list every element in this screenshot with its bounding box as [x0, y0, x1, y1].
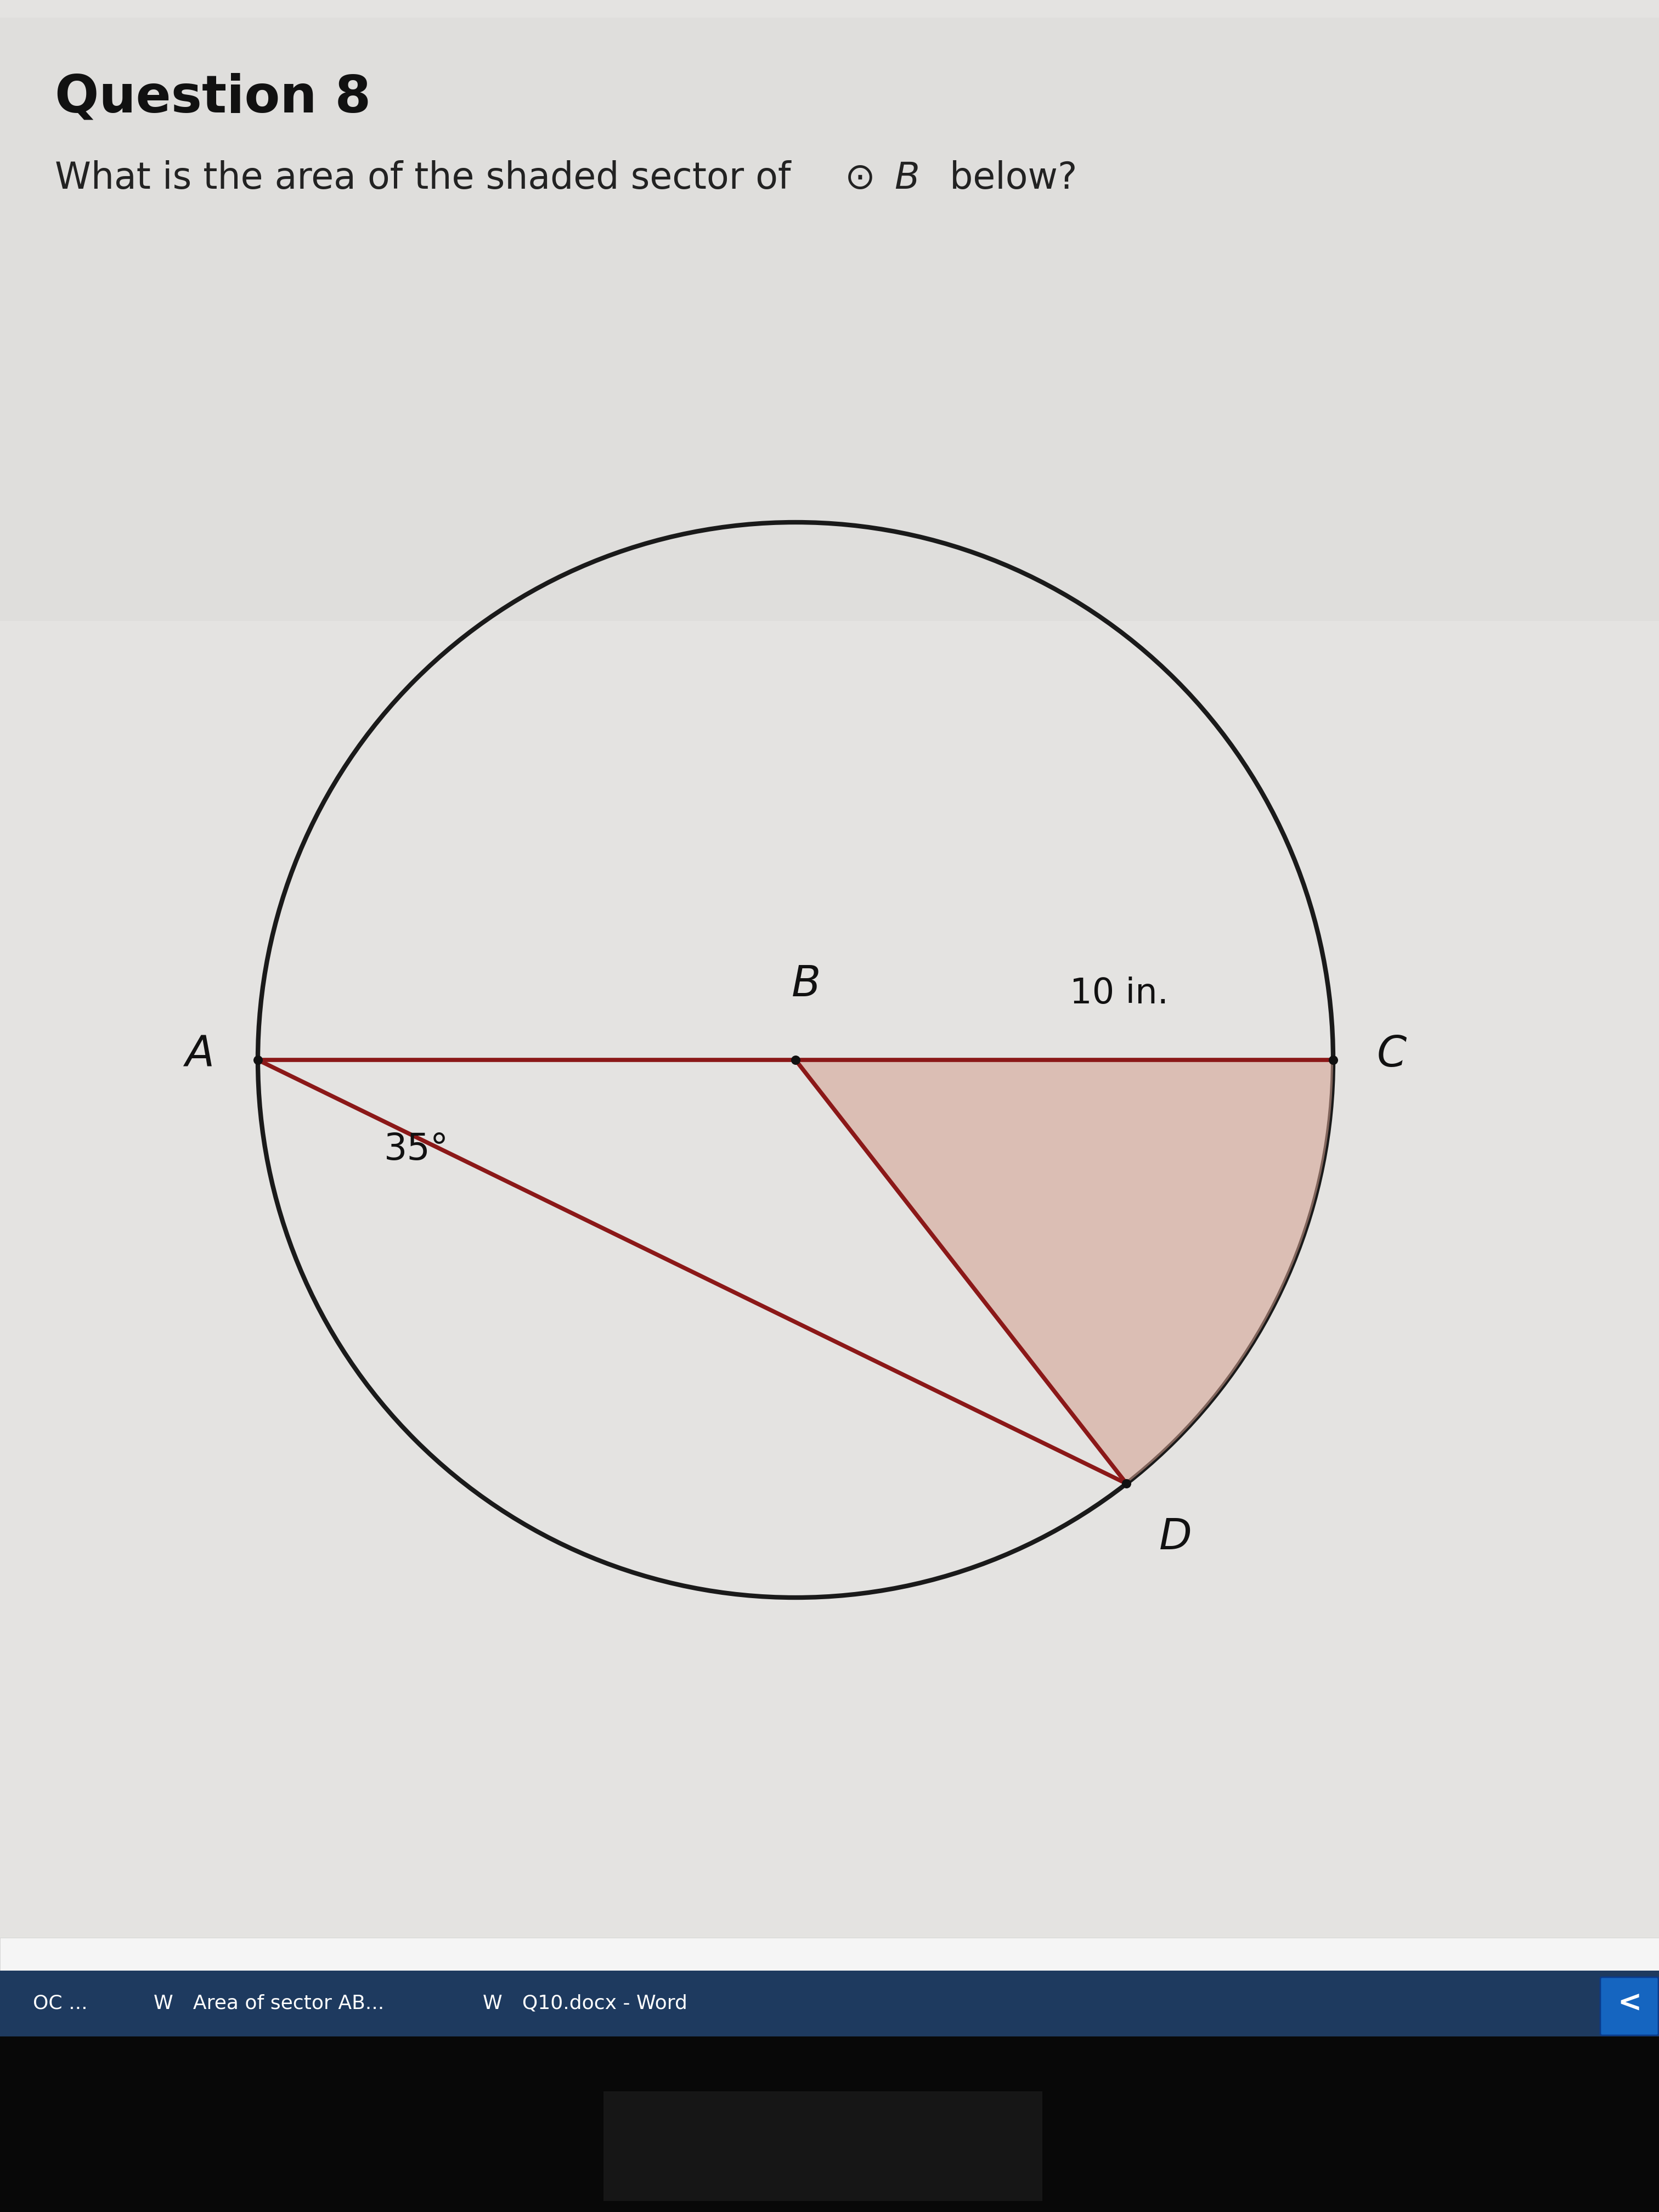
Point [1321, 1042, 1347, 1077]
Text: D: D [1160, 1517, 1193, 1557]
Bar [0, 192, 1659, 210]
Text: below?: below? [937, 159, 1077, 197]
Text: f 11 Total Questions Answered: f 11 Total Questions Answered [55, 2006, 378, 2028]
Bar [0, 2037, 1659, 2212]
Text: B: B [894, 159, 919, 197]
Text: All Changes Saved: All Changes Saved [1427, 2006, 1624, 2028]
Bar [0, 177, 1659, 192]
Text: 10 in.: 10 in. [1070, 975, 1168, 1011]
Text: 35°: 35° [383, 1130, 450, 1168]
Bar [0, 226, 1659, 243]
Bar [0, 0, 1659, 1938]
Bar [0, 29, 1659, 44]
Bar [0, 62, 1659, 77]
Bar [0, 18, 1659, 622]
Wedge shape [795, 1060, 1334, 1484]
Bar [0, 1975, 1659, 2039]
Bar [0, 276, 1659, 292]
Text: What is the area of the shaded sector of: What is the area of the shaded sector of [55, 159, 803, 197]
Bar [0, 292, 1659, 307]
Text: A: A [184, 1033, 214, 1075]
Point [781, 1042, 808, 1077]
Text: ⊙: ⊙ [844, 159, 876, 197]
Bar [0, 243, 1659, 259]
Text: B: B [791, 964, 821, 1004]
Bar [0, 111, 1659, 128]
Text: <: < [1618, 1989, 1641, 2017]
Bar [0, 1938, 1659, 1971]
Bar [0, 307, 1659, 325]
Text: OC ...: OC ... [33, 1995, 88, 2013]
Bar [0, 95, 1659, 111]
Bar [0, 44, 1659, 62]
Bar [0, 259, 1659, 276]
Bar [0, 0, 1659, 1971]
Text: C: C [1377, 1033, 1407, 1075]
Text: Question 8: Question 8 [55, 73, 372, 124]
FancyBboxPatch shape [1601, 1978, 1659, 2035]
Bar [0, 159, 1659, 177]
Bar [0, 341, 1659, 358]
Point [244, 1042, 270, 1077]
Text: W Q10.docx - Word: W Q10.docx - Word [483, 1995, 687, 2013]
Text: ♪ o ♪ o o ♪ ♪ ● o ♪ o ♪: ♪ o ♪ o o ♪ ♪ ● o ♪ o ♪ [55, 1984, 330, 2008]
Bar [0, 210, 1659, 226]
Bar [0, 128, 1659, 144]
Text: W Area of sector AB...: W Area of sector AB... [154, 1995, 385, 2013]
Bar [0, 144, 1659, 159]
Bar [0, 1971, 1659, 2037]
Point [1113, 1467, 1140, 1502]
Bar [0, 325, 1659, 341]
Bar [0, 77, 1659, 95]
Bar [604, 2090, 1042, 2201]
